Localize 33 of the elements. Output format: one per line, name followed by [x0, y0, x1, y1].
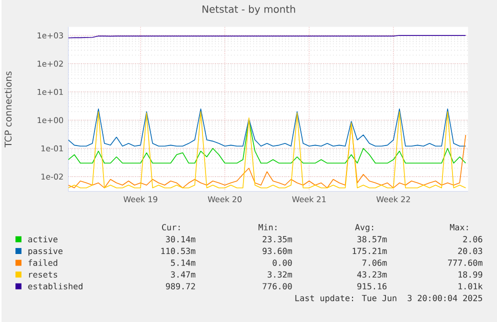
text: 38.57m — [357, 236, 387, 242]
text: 776.00 — [262, 283, 292, 290]
text: Last update: Tue Jun 3 20:00:04 2025 — [295, 294, 482, 303]
legend-label: failed — [28, 259, 58, 266]
text: 1.01k — [458, 282, 483, 290]
legend-label: resets — [29, 272, 58, 278]
text: 18.99 — [458, 271, 482, 278]
text: 7.06m — [362, 260, 387, 266]
text: 3.32m — [268, 271, 292, 278]
text: 3.47m — [171, 271, 196, 278]
text: 989.72 — [166, 283, 195, 290]
text: 0.00 — [272, 260, 292, 266]
text: Cur: — [162, 224, 180, 230]
text: 175.21m — [352, 248, 387, 254]
text: 110.53m — [161, 248, 196, 254]
text: 777.60m — [448, 260, 482, 266]
line-series — [68, 108, 466, 147]
text: 93.60m — [262, 248, 292, 254]
chart-title: Netstat - by month — [202, 5, 296, 15]
legend-label: passive — [28, 248, 62, 256]
text: 43.23m — [357, 271, 387, 278]
legend-label: established — [28, 282, 82, 290]
text: 20.03 — [458, 248, 482, 254]
text: 23.35m — [262, 236, 292, 242]
text: 915.16 — [357, 283, 387, 290]
text: Max: — [450, 224, 468, 230]
text: 2.06 — [463, 236, 482, 242]
text: 5.14m — [171, 260, 196, 266]
y-axis-title: TCP connections — [4, 71, 12, 148]
text: Min: — [258, 224, 276, 230]
text: Avg: — [355, 224, 374, 232]
text: 30.14m — [166, 236, 196, 242]
legend-label: active — [28, 236, 58, 242]
